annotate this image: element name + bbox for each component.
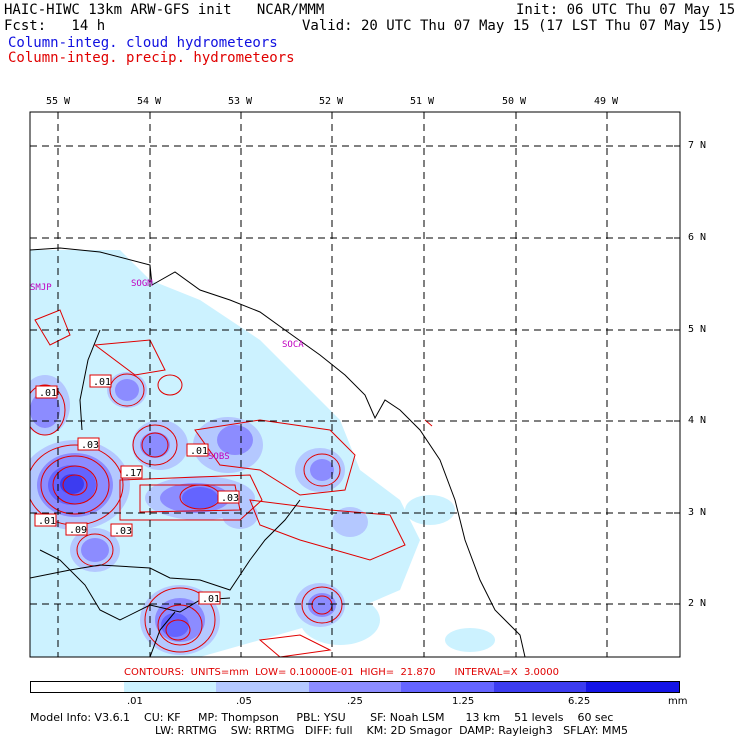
header-title: HAIC-HIWC 13km ARW-GFS init NCAR/MMM [4,2,325,18]
colorbar [30,681,680,693]
svg-text:.03: .03 [81,440,99,451]
lon-label-52w: 52 W [319,96,344,107]
station-soca: SOCA [282,340,304,350]
contour-label: .17 [120,465,143,479]
coastline-borders [30,247,526,657]
station-smjp: SMJP [30,283,52,293]
contour-label: .03 [77,437,100,451]
cloud-fill-intense [60,474,84,494]
lon-label-51w: 51 W [410,96,435,107]
svg-text:.09: .09 [69,525,87,536]
lat-label-7n: 7 N [688,140,707,151]
contour-label: .03 [217,490,240,504]
station-sogm: SOGM [131,279,153,289]
lon-label-49w: 49 W [594,96,619,107]
contour-label: .01 [89,374,112,388]
colorbar-segment [586,682,680,692]
svg-text:.01: .01 [190,446,208,457]
map-content [30,112,680,657]
header-valid-time: Valid: 20 UTC Thu 07 May 15 (17 LST Thu … [302,18,724,34]
contour-info: CONTOURS: UNITS=mm LOW= 0.10000E-01 HIGH… [124,667,559,678]
colorbar-label-625: 6.25 [568,696,591,707]
svg-text:.17: .17 [124,468,142,479]
contour-label: .01 [34,513,57,527]
lon-label-54w: 54 W [137,96,162,107]
lat-label-4n: 4 N [688,415,707,426]
header-forecast-hour: Fcst: 14 h [4,18,106,34]
lat-lon-grid [30,112,680,657]
contour-label: .03 [110,523,133,537]
footer-model-info: Model Info: V3.6.1 CU: KF MP: Thompson P… [30,711,614,724]
lat-label-2n: 2 N [688,598,707,609]
axis-ticks [57,112,680,605]
svg-text:.03: .03 [221,493,239,504]
svg-text:.03: .03 [114,526,132,537]
legend-precip-hydrometeors: Column-integ. precip. hydrometeors [8,50,295,66]
colorbar-label-025: .25 [347,696,363,707]
contour-label-boxes: .01 .01 .03 .01 .17 .03 .01 .09 .03 .01 [34,374,240,605]
colorbar-segment [123,682,217,692]
colorbar-segment [493,682,587,692]
contour-label: .01 [35,385,58,399]
colorbar-units: mm [668,696,688,707]
contour-label: .09 [65,522,88,536]
legend-cloud-hydrometeors: Column-integ. cloud hydrometeors [8,35,278,51]
svg-text:.01: .01 [202,594,220,605]
colorbar-segment [216,682,309,692]
colorbar-label-125: 1.25 [452,696,475,707]
colorbar-label-005: .05 [236,696,252,707]
lon-label-50w: 50 W [502,96,527,107]
svg-text:.01: .01 [93,377,111,388]
colorbar-segment [31,682,124,692]
lat-label-6n: 6 N [688,232,707,243]
colorbar-label-001: .01 [127,696,143,707]
lon-label-53w: 53 W [228,96,253,107]
map-frame [29,111,681,658]
contour-label: .01 [198,591,221,605]
footer-physics-info: LW: RRTMG SW: RRTMG DIFF: full KM: 2D Sm… [155,724,628,737]
contour-label: .01 [186,443,209,457]
colorbar-segment [308,682,402,692]
header-init-time: Init: 06 UTC Thu 07 May 15 [516,2,736,18]
lat-label-5n: 5 N [688,324,707,335]
lat-label-3n: 3 N [688,507,707,518]
station-sobs: SOBS [208,452,230,462]
colorbar-segment [401,682,494,692]
svg-text:.01: .01 [38,516,56,527]
svg-text:.01: .01 [39,388,57,399]
lon-label-55w: 55 W [46,96,71,107]
